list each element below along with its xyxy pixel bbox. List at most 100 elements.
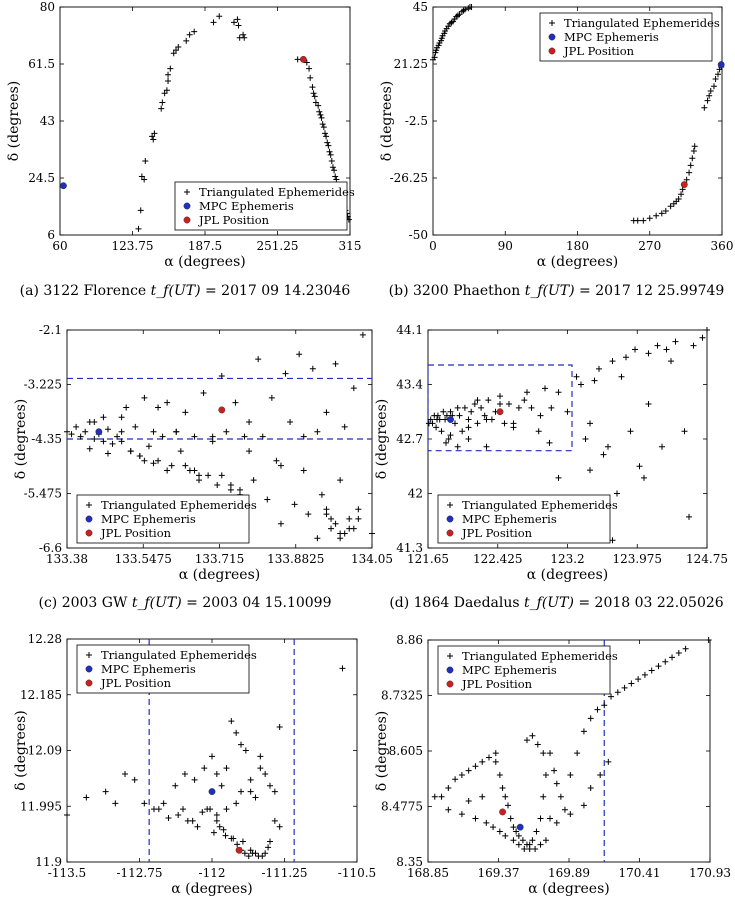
point-triangulated-f — [519, 837, 526, 844]
ytick-label-e: 12.185 — [20, 688, 62, 702]
ytick-label-e: 11.9 — [35, 855, 62, 869]
point-triangulated-d — [645, 400, 652, 407]
point-triangulated-f — [537, 841, 544, 848]
point-triangulated-f — [529, 837, 536, 844]
point-triangulated-d — [440, 408, 447, 415]
point-triangulated-c — [332, 360, 339, 367]
xtick-label-a: 315 — [339, 239, 362, 253]
point-triangulated-d — [690, 342, 697, 349]
point-triangulated-d — [515, 404, 522, 411]
legend-label-jpl-d: JPL Position — [461, 526, 533, 540]
legend-label-triangulated-a: Triangulated Ephemerides — [199, 185, 355, 199]
point-triangulated-f — [486, 754, 493, 761]
point-triangulated-a — [329, 164, 336, 171]
legend-marker-jpl-a — [183, 216, 191, 224]
point-triangulated-d — [596, 365, 602, 372]
point-triangulated-d — [445, 436, 452, 442]
point-triangulated-c — [118, 414, 125, 421]
point-triangulated-e — [64, 812, 70, 819]
point-triangulated-f — [479, 758, 486, 765]
point-triangulated-a — [173, 47, 179, 54]
point-triangulated-c — [323, 511, 330, 518]
point-triangulated-f — [445, 806, 452, 813]
point-triangulated-d — [641, 474, 647, 481]
point-triangulated-d — [623, 354, 629, 361]
point-triangulated-a — [158, 105, 165, 112]
point-triangulated-c — [287, 419, 294, 426]
ytick-label-f: 8.4775 — [381, 800, 423, 814]
legend-label-mpc-a: MPC Ephemeris — [199, 199, 294, 213]
point-triangulated-c — [77, 433, 84, 440]
point-triangulated-d — [537, 412, 544, 419]
ylabel-f: δ (degrees) — [374, 711, 390, 791]
point-triangulated-c — [132, 423, 139, 430]
point-triangulated-a — [186, 31, 193, 38]
point-triangulated-e — [245, 853, 252, 860]
legend-marker-mpc-c — [85, 515, 93, 523]
point-triangulated-c — [268, 394, 275, 401]
ylabel-d: δ (degrees) — [374, 399, 390, 479]
ytick-label-d: 41.3 — [396, 541, 423, 555]
point-triangulated-c — [164, 399, 171, 406]
point-triangulated-d — [481, 412, 488, 419]
chart-c: 133.38 133.5475 133.715 133.8825 134.05 -6.6 -… — [13, 323, 393, 583]
legend-marker-jpl-b — [548, 47, 556, 55]
legend-marker-triangulated-f — [447, 653, 453, 659]
caption-d-tf: t_f(UT) — [524, 595, 574, 611]
point-triangulated-d — [468, 408, 475, 415]
point-triangulated-e — [223, 806, 230, 813]
point-triangulated-f — [513, 828, 520, 835]
point-triangulated-c — [332, 520, 339, 527]
point-triangulated-c — [227, 486, 234, 493]
point-triangulated-f — [669, 654, 676, 661]
caption-a: (a) 3122 Florence t_f(UT) = 2017 09 14.2… — [14, 283, 356, 299]
point-triangulated-d — [636, 463, 643, 470]
legend-label-jpl-c: JPL Position — [100, 526, 172, 540]
point-triangulated-b — [662, 208, 669, 214]
point-triangulated-f — [534, 741, 541, 748]
point-triangulated-d — [427, 416, 434, 423]
point-triangulated-e — [271, 788, 278, 795]
point-triangulated-c — [155, 457, 162, 464]
xtick-label-d: 122.425 — [473, 552, 523, 566]
point-triangulated-d — [443, 439, 449, 446]
xlabel-f: α (degrees) — [528, 881, 609, 897]
point-triangulated-f — [540, 750, 547, 757]
point-triangulated-e — [252, 794, 259, 801]
point-triangulated-b — [691, 143, 698, 150]
point-triangulated-f — [557, 793, 564, 800]
point-triangulated-e — [175, 812, 182, 819]
point-triangulated-b — [689, 155, 696, 162]
point-triangulated-d — [614, 490, 620, 497]
point-triangulated-e — [233, 729, 240, 736]
point-triangulated-e — [228, 718, 235, 725]
point-triangulated-f — [655, 663, 662, 670]
point-triangulated-f — [542, 837, 549, 844]
point-triangulated-e — [122, 770, 128, 777]
xtick-label-c: 133.38 — [46, 552, 88, 566]
point-triangulated-e — [222, 832, 229, 839]
point-triangulated-d — [704, 327, 710, 333]
point-triangulated-d — [465, 436, 472, 442]
point-triangulated-c — [232, 399, 239, 406]
point-triangulated-b — [712, 76, 719, 82]
point-jpl-f — [499, 808, 506, 816]
caption-c: (c) 2003 GW t_f(UT) = 2003 04 15.10099 — [14, 595, 356, 611]
point-triangulated-d — [663, 346, 670, 353]
point-triangulated-e — [199, 809, 206, 816]
point-triangulated-d — [429, 420, 436, 427]
caption-c-eq: = 2003 04 15.10099 — [186, 595, 332, 611]
point-triangulated-e — [247, 776, 254, 783]
legend-label-triangulated-f: Triangulated Ephemerides — [462, 649, 618, 663]
point-triangulated-d — [587, 420, 593, 427]
point-triangulated-f — [431, 793, 438, 800]
point-triangulated-c — [318, 491, 325, 498]
point-triangulated-f — [574, 750, 581, 757]
point-triangulated-f — [499, 785, 506, 791]
point-triangulated-a — [319, 121, 326, 128]
xtick-label-f: 169.89 — [548, 866, 590, 880]
point-triangulated-f — [458, 811, 465, 818]
point-triangulated-c — [150, 460, 157, 467]
